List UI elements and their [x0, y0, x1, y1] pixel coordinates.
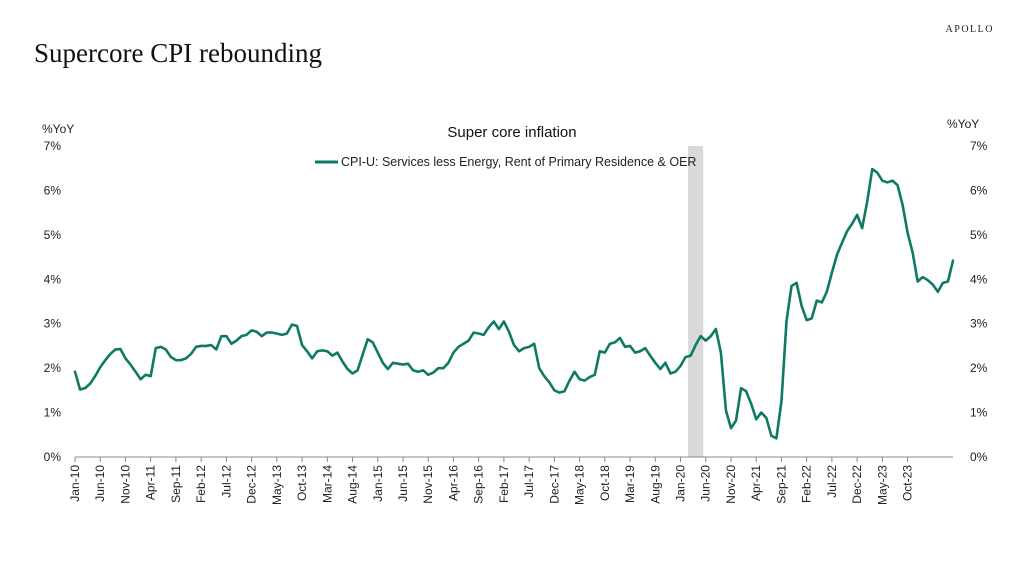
x-tick-label: Dec-12 [245, 465, 259, 504]
x-tick-label: Jan-15 [371, 465, 385, 502]
x-tick-label: Apr-16 [446, 465, 460, 501]
y-tick-label-left: 7% [44, 139, 62, 153]
x-tick-label: Sep-11 [169, 465, 183, 503]
x-tick-label: May-13 [270, 465, 284, 505]
y-tick-label-right: 5% [970, 228, 988, 242]
x-tick-label: Oct-13 [295, 465, 309, 501]
x-ticks: Jan-10 Jun-10 Nov-10 Apr-11 Sep-11 Feb-12 Jul-… [68, 457, 915, 505]
x-tick-label: Jun-15 [396, 465, 410, 502]
y-tick-label-left: 3% [44, 317, 62, 331]
x-tick-label: Jul-17 [522, 465, 536, 498]
y-tick-label-right: 3% [970, 317, 988, 331]
x-tick-label: Jun-10 [93, 465, 107, 502]
recession-band-layer [688, 146, 704, 457]
x-tick-label: Jul-22 [825, 465, 839, 498]
x-tick-label: Feb-17 [497, 465, 511, 503]
x-tick-label: Jul-12 [219, 465, 233, 498]
x-tick-label: Sep-16 [472, 465, 486, 504]
legend-label: CPI-U: Services less Energy, Rent of Pri… [341, 155, 696, 169]
y-ticks-right: 0% 1% 2% 3% 4% 5% 6% 7% [970, 139, 988, 464]
y-tick-label-left: 0% [44, 450, 62, 464]
x-tick-label: Dec-22 [850, 465, 864, 504]
y-axis-left-unit: %YoY [42, 122, 74, 136]
y-tick-label-right: 0% [970, 450, 988, 464]
series-line-supercore-cpi [73, 167, 955, 440]
y-tick-label-left: 4% [44, 272, 62, 286]
x-tick-label: Sep-21 [774, 465, 788, 504]
x-tick-label: May-18 [573, 465, 587, 505]
y-tick-label-right: 7% [970, 139, 988, 153]
page-title: Supercore CPI rebounding [34, 38, 322, 68]
y-tick-label-left: 1% [44, 406, 62, 420]
x-tick-label: Nov-20 [724, 465, 738, 504]
chart-title: Super core inflation [447, 124, 576, 141]
x-tick-label: Aug-19 [648, 465, 662, 504]
y-tick-label-right: 1% [970, 406, 988, 420]
x-tick-label: Oct-23 [901, 465, 915, 501]
x-tick-label: Nov-10 [118, 465, 132, 504]
brand-logo-text: APOLLO [945, 24, 994, 35]
x-tick-label: Nov-15 [421, 465, 435, 504]
x-tick-label: Jan-20 [674, 465, 688, 502]
y-tick-label-left: 6% [44, 183, 62, 197]
y-tick-label-right: 2% [970, 361, 988, 375]
y-tick-label-left: 5% [44, 228, 62, 242]
x-tick-label: Apr-21 [749, 465, 763, 501]
x-tick-label: Aug-14 [346, 465, 360, 504]
x-tick-label: Jan-10 [68, 465, 82, 502]
x-tick-label: Apr-11 [144, 465, 158, 500]
x-tick-label: Feb-22 [800, 465, 814, 503]
x-tick-label: May-23 [875, 465, 889, 505]
x-tick-label: Oct-18 [598, 465, 612, 501]
x-tick-label: Mar-14 [320, 465, 334, 503]
y-ticks-left: 0% 1% 2% 3% 4% 5% 6% 7% [44, 139, 62, 464]
x-tick-label: Feb-12 [194, 465, 208, 503]
y-axis-right-unit: %YoY [947, 117, 979, 131]
y-tick-label-right: 6% [970, 183, 988, 197]
x-tick-label: Dec-17 [547, 465, 561, 504]
series-layer [73, 167, 955, 440]
recession-band [688, 146, 704, 457]
y-tick-label-right: 4% [970, 272, 988, 286]
y-tick-label-left: 2% [44, 361, 62, 375]
x-tick-label: Mar-19 [623, 465, 637, 503]
x-tick-label: Jun-20 [699, 465, 713, 502]
